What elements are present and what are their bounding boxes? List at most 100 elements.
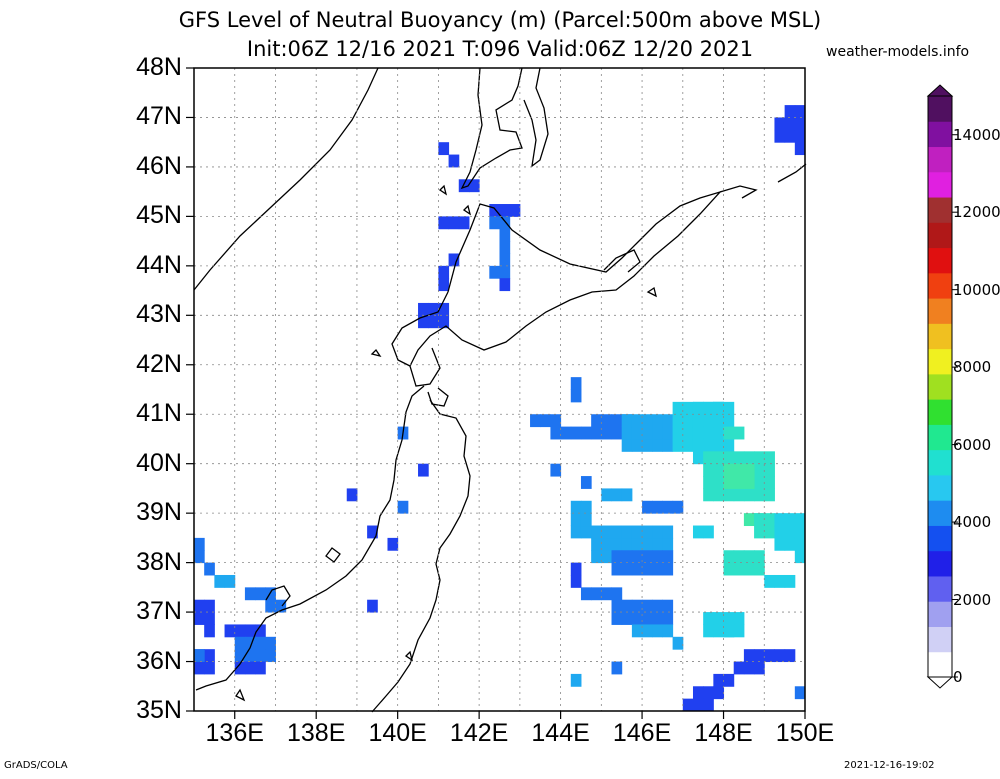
field-cell bbox=[265, 587, 276, 601]
field-cell bbox=[754, 562, 765, 576]
field-cell bbox=[580, 476, 592, 489]
colorbar-swatch bbox=[928, 323, 952, 350]
field-cell bbox=[682, 698, 694, 712]
field-cell bbox=[234, 649, 246, 663]
field-cell bbox=[723, 562, 735, 576]
field-cell bbox=[703, 438, 714, 452]
colorbar-label: 8000 bbox=[953, 358, 992, 377]
field-cell bbox=[692, 451, 704, 465]
field-cell bbox=[743, 562, 755, 576]
field-cell bbox=[794, 513, 806, 527]
field-cell bbox=[682, 438, 694, 452]
field-cell bbox=[774, 649, 786, 663]
field-cell bbox=[713, 438, 725, 452]
field-cell bbox=[703, 426, 714, 440]
field-cell bbox=[703, 698, 714, 712]
colorbar-swatch bbox=[928, 550, 952, 577]
field-cell bbox=[662, 550, 674, 564]
field-cell bbox=[234, 661, 246, 675]
field-cell bbox=[499, 228, 511, 242]
field-cell bbox=[499, 241, 511, 254]
field-cell bbox=[682, 401, 694, 415]
field-cell bbox=[672, 438, 684, 452]
field-cell bbox=[204, 612, 215, 625]
lat-label: 36N bbox=[136, 646, 182, 675]
field-cell bbox=[591, 537, 602, 551]
colorbar-swatch bbox=[928, 373, 952, 400]
field-cell bbox=[275, 599, 287, 613]
field-cell bbox=[255, 649, 266, 663]
field-cell bbox=[652, 612, 663, 625]
field-cell bbox=[438, 278, 450, 292]
colorbar-swatch bbox=[928, 575, 952, 602]
field-cell bbox=[642, 624, 653, 638]
field-cell bbox=[672, 414, 684, 428]
field-cell bbox=[703, 612, 714, 625]
colorbar-swatch bbox=[928, 222, 952, 249]
field-cell bbox=[601, 550, 613, 564]
field-cell bbox=[601, 414, 613, 428]
field-cell bbox=[713, 426, 725, 440]
field-cell bbox=[611, 661, 623, 675]
field-cell bbox=[438, 265, 450, 279]
field-cell bbox=[204, 599, 215, 613]
field-cell bbox=[733, 476, 745, 489]
field-cell bbox=[631, 525, 643, 539]
lat-label: 42N bbox=[136, 349, 182, 378]
field-cell bbox=[591, 587, 602, 601]
field-cell bbox=[672, 426, 684, 440]
field-cell bbox=[743, 513, 755, 527]
field-cell bbox=[387, 537, 399, 551]
field-cell bbox=[611, 612, 623, 625]
field-cell bbox=[499, 253, 511, 267]
field-cell bbox=[642, 500, 653, 514]
field-cell bbox=[580, 525, 592, 539]
field-cell bbox=[601, 537, 613, 551]
colorbar-swatch bbox=[928, 525, 952, 552]
colorbar-swatch bbox=[928, 96, 952, 122]
field-cell bbox=[754, 649, 765, 663]
field-cell bbox=[662, 599, 674, 613]
colorbar-swatch bbox=[928, 146, 952, 173]
field-cell bbox=[764, 525, 775, 539]
field-cell bbox=[733, 550, 745, 564]
field-cell bbox=[662, 426, 674, 440]
lat-label: 48N bbox=[136, 53, 182, 81]
field-cell bbox=[438, 315, 450, 329]
field-cell bbox=[794, 537, 806, 551]
field-cell bbox=[733, 612, 745, 625]
field-cell bbox=[703, 476, 714, 489]
field-cell bbox=[418, 463, 429, 477]
colorbar-swatch bbox=[928, 626, 952, 653]
field-cell bbox=[244, 661, 256, 675]
coastline bbox=[193, 67, 807, 713]
colorbar-swatch bbox=[928, 298, 952, 324]
field-cell bbox=[713, 476, 725, 489]
field-cell bbox=[601, 426, 613, 440]
field-cell bbox=[255, 587, 266, 601]
field-cell bbox=[754, 463, 765, 477]
field-cell bbox=[682, 414, 694, 428]
field-cell bbox=[489, 204, 500, 217]
lon-label: 148E bbox=[694, 719, 753, 747]
field-cell bbox=[703, 488, 714, 502]
field-cell bbox=[611, 550, 623, 564]
field-cell bbox=[703, 451, 714, 465]
field-cell bbox=[244, 636, 256, 650]
buoyancy-field bbox=[194, 105, 806, 712]
field-cell bbox=[723, 673, 735, 687]
field-cell bbox=[621, 426, 633, 440]
field-cell bbox=[774, 574, 786, 588]
field-cell bbox=[713, 488, 725, 502]
field-cell bbox=[234, 636, 246, 650]
field-cell bbox=[703, 525, 714, 539]
field-cell bbox=[244, 587, 256, 601]
field-cell bbox=[468, 179, 480, 193]
field-cell bbox=[784, 574, 796, 588]
field-cell bbox=[764, 574, 775, 588]
field-cell bbox=[591, 525, 602, 539]
field-cell bbox=[244, 649, 256, 663]
field-cell bbox=[784, 129, 796, 143]
field-cell bbox=[448, 216, 460, 230]
